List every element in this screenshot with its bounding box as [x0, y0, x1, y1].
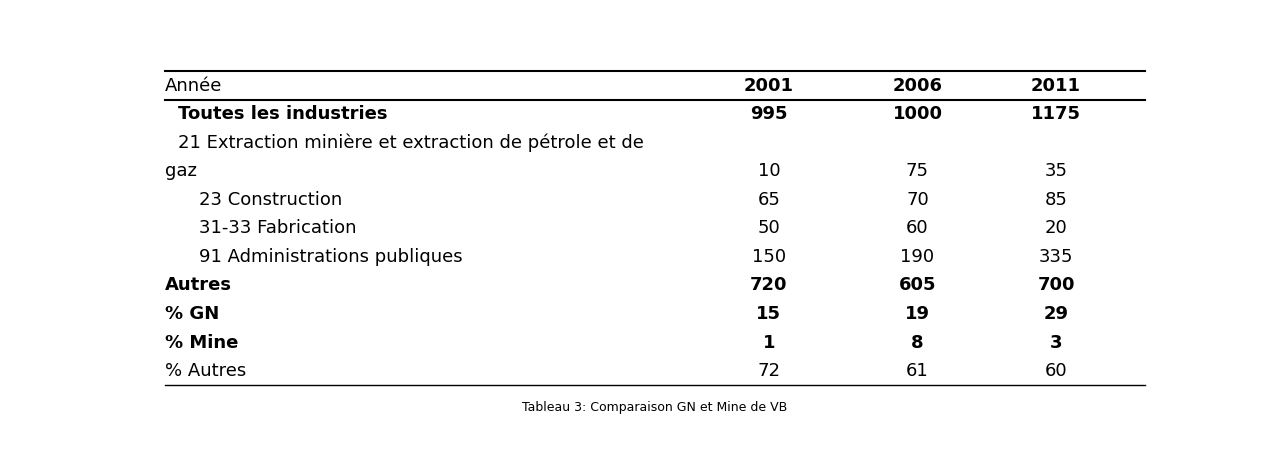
- Text: 1000: 1000: [892, 105, 942, 123]
- Text: 85: 85: [1044, 191, 1067, 209]
- Text: 2006: 2006: [892, 77, 942, 95]
- Text: 20: 20: [1044, 219, 1067, 237]
- Text: 35: 35: [1044, 163, 1067, 180]
- Text: 335: 335: [1039, 248, 1074, 266]
- Text: 1175: 1175: [1031, 105, 1081, 123]
- Text: gaz: gaz: [165, 163, 197, 180]
- Text: 720: 720: [750, 276, 787, 294]
- Text: 15: 15: [757, 305, 781, 323]
- Text: 605: 605: [898, 276, 937, 294]
- Text: 19: 19: [905, 305, 930, 323]
- Text: 65: 65: [758, 191, 781, 209]
- Text: 10: 10: [758, 163, 780, 180]
- Text: 72: 72: [758, 362, 781, 380]
- Text: 150: 150: [751, 248, 786, 266]
- Text: 31-33 Fabrication: 31-33 Fabrication: [199, 219, 357, 237]
- Text: Toutes les industries: Toutes les industries: [178, 105, 387, 123]
- Text: 50: 50: [758, 219, 781, 237]
- Text: 8: 8: [911, 334, 924, 352]
- Text: 190: 190: [901, 248, 934, 266]
- Text: 91 Administrations publiques: 91 Administrations publiques: [199, 248, 463, 266]
- Text: 700: 700: [1038, 276, 1075, 294]
- Text: % Mine: % Mine: [165, 334, 238, 352]
- Text: 60: 60: [1045, 362, 1067, 380]
- Text: 75: 75: [906, 163, 929, 180]
- Text: Autres: Autres: [165, 276, 231, 294]
- Text: 995: 995: [750, 105, 787, 123]
- Text: Année: Année: [165, 77, 222, 95]
- Text: 2001: 2001: [744, 77, 794, 95]
- Text: 23 Construction: 23 Construction: [199, 191, 343, 209]
- Text: % GN: % GN: [165, 305, 219, 323]
- Text: 3: 3: [1049, 334, 1062, 352]
- Text: Tableau 3: Comparaison GN et Mine de VB: Tableau 3: Comparaison GN et Mine de VB: [523, 401, 787, 414]
- Text: 60: 60: [906, 219, 929, 237]
- Text: 21 Extraction minière et extraction de pétrole et de: 21 Extraction minière et extraction de p…: [178, 134, 643, 152]
- Text: % Autres: % Autres: [165, 362, 245, 380]
- Text: 1: 1: [763, 334, 776, 352]
- Text: 61: 61: [906, 362, 929, 380]
- Text: 29: 29: [1044, 305, 1068, 323]
- Text: 70: 70: [906, 191, 929, 209]
- Text: 2011: 2011: [1031, 77, 1081, 95]
